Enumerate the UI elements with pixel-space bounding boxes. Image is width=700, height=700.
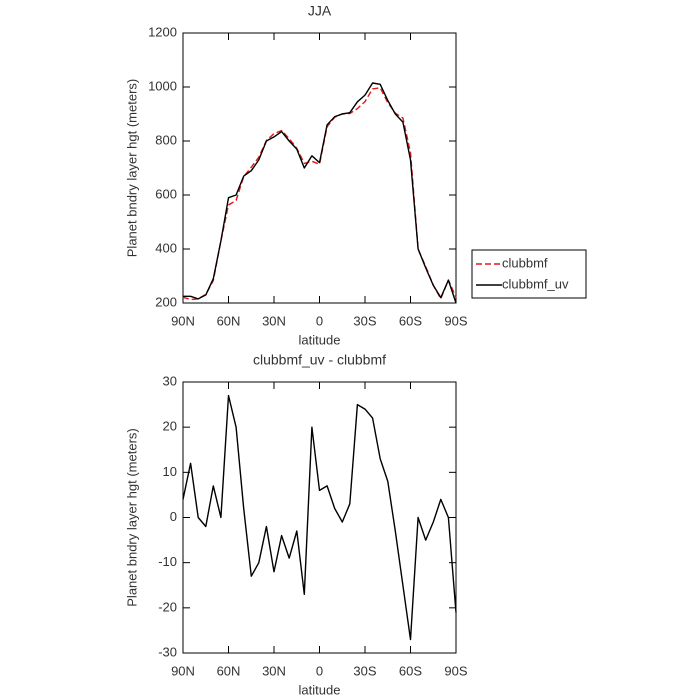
y-axis-label: Planet bndry layer hgt (meters) bbox=[124, 428, 139, 606]
x-tick-label: 60S bbox=[399, 663, 422, 678]
legend-label: clubbmf bbox=[502, 255, 548, 270]
y-tick-label: -20 bbox=[158, 599, 177, 614]
plot-frame bbox=[182, 32, 457, 304]
y-tick-label: 1200 bbox=[148, 24, 177, 39]
x-tick-label: 0 bbox=[316, 313, 323, 328]
y-tick-label: 1000 bbox=[148, 78, 177, 93]
legend-box bbox=[471, 249, 587, 299]
data-line bbox=[182, 394, 457, 641]
x-tick-label: 60S bbox=[399, 313, 422, 328]
y-tick-label: 20 bbox=[163, 419, 177, 434]
y-tick-label: -30 bbox=[158, 644, 177, 659]
y-axis-label: Planet bndry layer hgt (meters) bbox=[124, 79, 139, 257]
y-tick-label: 0 bbox=[170, 509, 177, 524]
x-tick-label: 0 bbox=[316, 663, 323, 678]
x-tick-label: 90S bbox=[444, 663, 467, 678]
y-tick-label: 600 bbox=[155, 186, 177, 201]
data-line bbox=[182, 87, 457, 301]
x-tick-label: 30S bbox=[353, 663, 376, 678]
x-axis-label: latitude bbox=[299, 332, 341, 347]
x-axis-label: latitude bbox=[299, 682, 341, 697]
legend-label: clubbmf_uv bbox=[502, 276, 569, 291]
y-tick-label: 400 bbox=[155, 240, 177, 255]
y-tick-label: 200 bbox=[155, 294, 177, 309]
y-tick-label: 10 bbox=[163, 464, 177, 479]
x-tick-label: 60N bbox=[217, 663, 241, 678]
plot-frame bbox=[182, 381, 457, 654]
x-tick-label: 90N bbox=[171, 313, 195, 328]
y-tick-label: 30 bbox=[163, 373, 177, 388]
x-tick-label: 90S bbox=[444, 313, 467, 328]
x-tick-label: 90N bbox=[171, 663, 195, 678]
x-tick-label: 30N bbox=[262, 313, 286, 328]
x-tick-label: 30S bbox=[353, 313, 376, 328]
chart-title: JJA bbox=[308, 3, 332, 19]
x-tick-label: 60N bbox=[217, 313, 241, 328]
y-tick-label: 800 bbox=[155, 132, 177, 147]
x-tick-label: 30N bbox=[262, 663, 286, 678]
y-tick-label: -10 bbox=[158, 554, 177, 569]
data-line bbox=[183, 82, 457, 304]
chart-title: clubbmf_uv - clubbmf bbox=[253, 352, 386, 368]
